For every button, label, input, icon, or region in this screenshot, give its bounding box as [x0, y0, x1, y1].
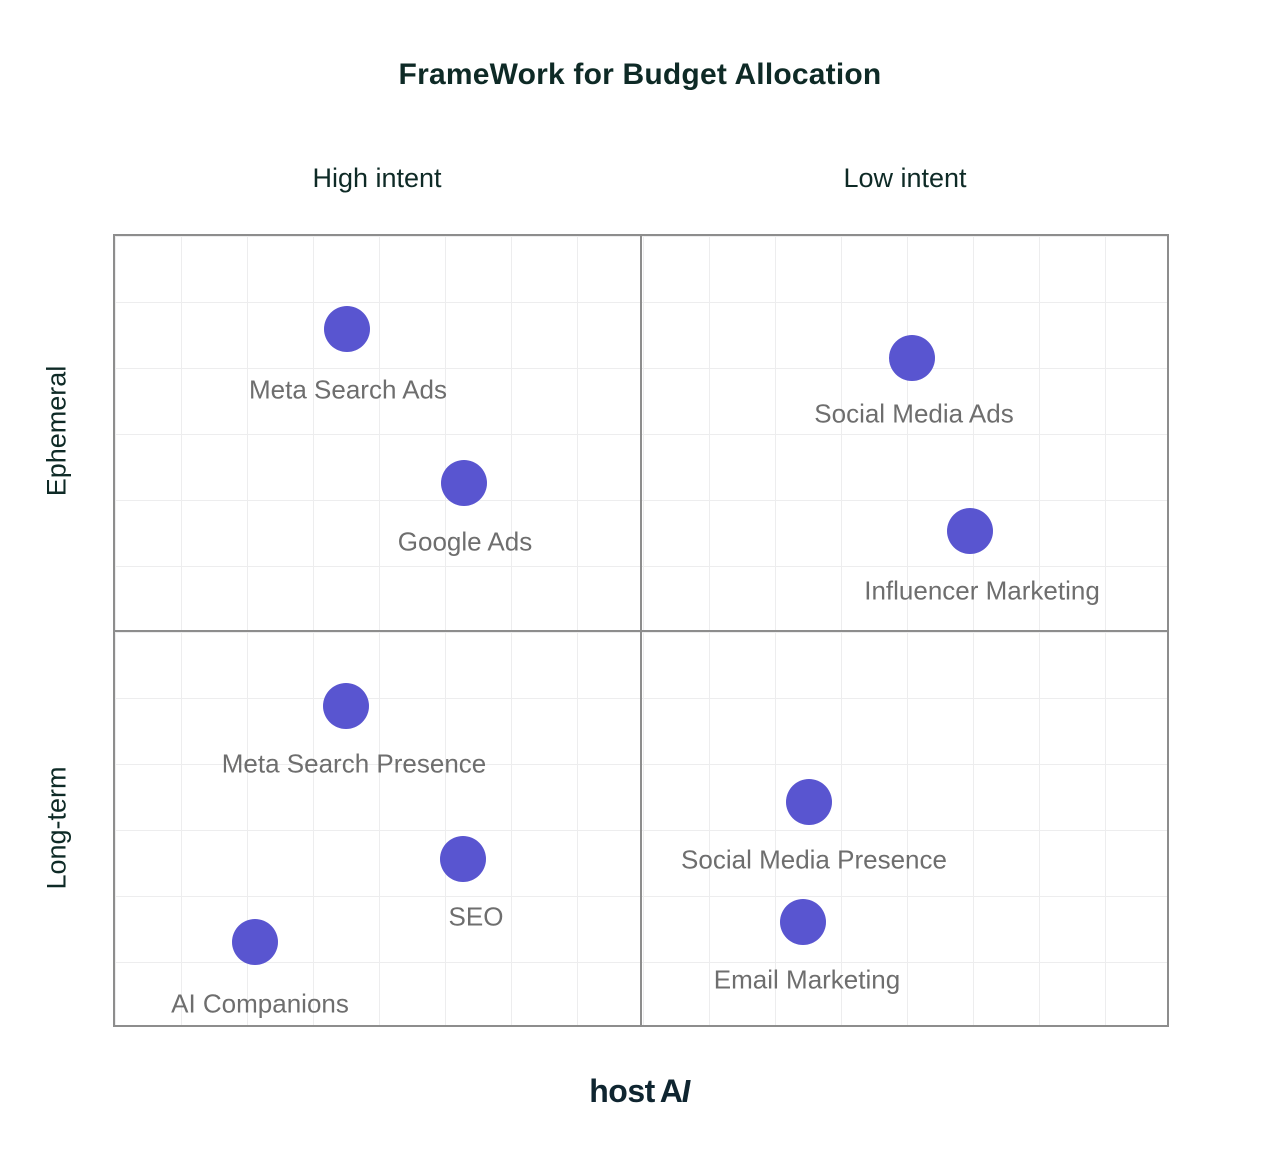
- quadrant-chart-area: Meta Search Ads Google Ads Social Media Ad…: [113, 234, 1169, 1027]
- data-point-dot: [786, 779, 832, 825]
- data-point-dot: [440, 836, 486, 882]
- data-point-label: Email Marketing: [713, 964, 901, 995]
- data-point-dot: [441, 460, 487, 506]
- data-point-label: Google Ads: [397, 526, 533, 557]
- data-point-dot: [323, 683, 369, 729]
- chart-title: FrameWork for Budget Allocation: [398, 58, 882, 91]
- data-point-dot: [324, 306, 370, 352]
- data-point-dot: [947, 508, 993, 554]
- data-point-label: AI Companions: [171, 988, 349, 1019]
- column-header-low-intent: Low intent: [843, 163, 967, 193]
- row-label-ephemeral: Ephemeral: [41, 365, 72, 497]
- row-label-long-term: Long-term: [41, 766, 72, 890]
- data-point-label: Influencer Marketing: [864, 575, 1100, 606]
- data-point-dot: [780, 899, 826, 945]
- brand-logo-a: A: [659, 1073, 683, 1109]
- column-header-high-intent: High intent: [312, 163, 442, 193]
- data-point-label: Social Media Presence: [681, 844, 947, 875]
- brand-logo: host AI: [0, 1073, 1280, 1110]
- data-point-label: Social Media Ads: [814, 398, 1014, 429]
- data-point-dot: [232, 919, 278, 965]
- data-point-label: SEO: [448, 901, 504, 932]
- quadrant-divider-horizontal: [115, 629, 1167, 632]
- data-point-dot: [889, 335, 935, 381]
- data-point-label: Meta Search Presence: [221, 748, 487, 779]
- data-point-label: Meta Search Ads: [249, 374, 447, 405]
- brand-logo-host: host: [589, 1073, 655, 1109]
